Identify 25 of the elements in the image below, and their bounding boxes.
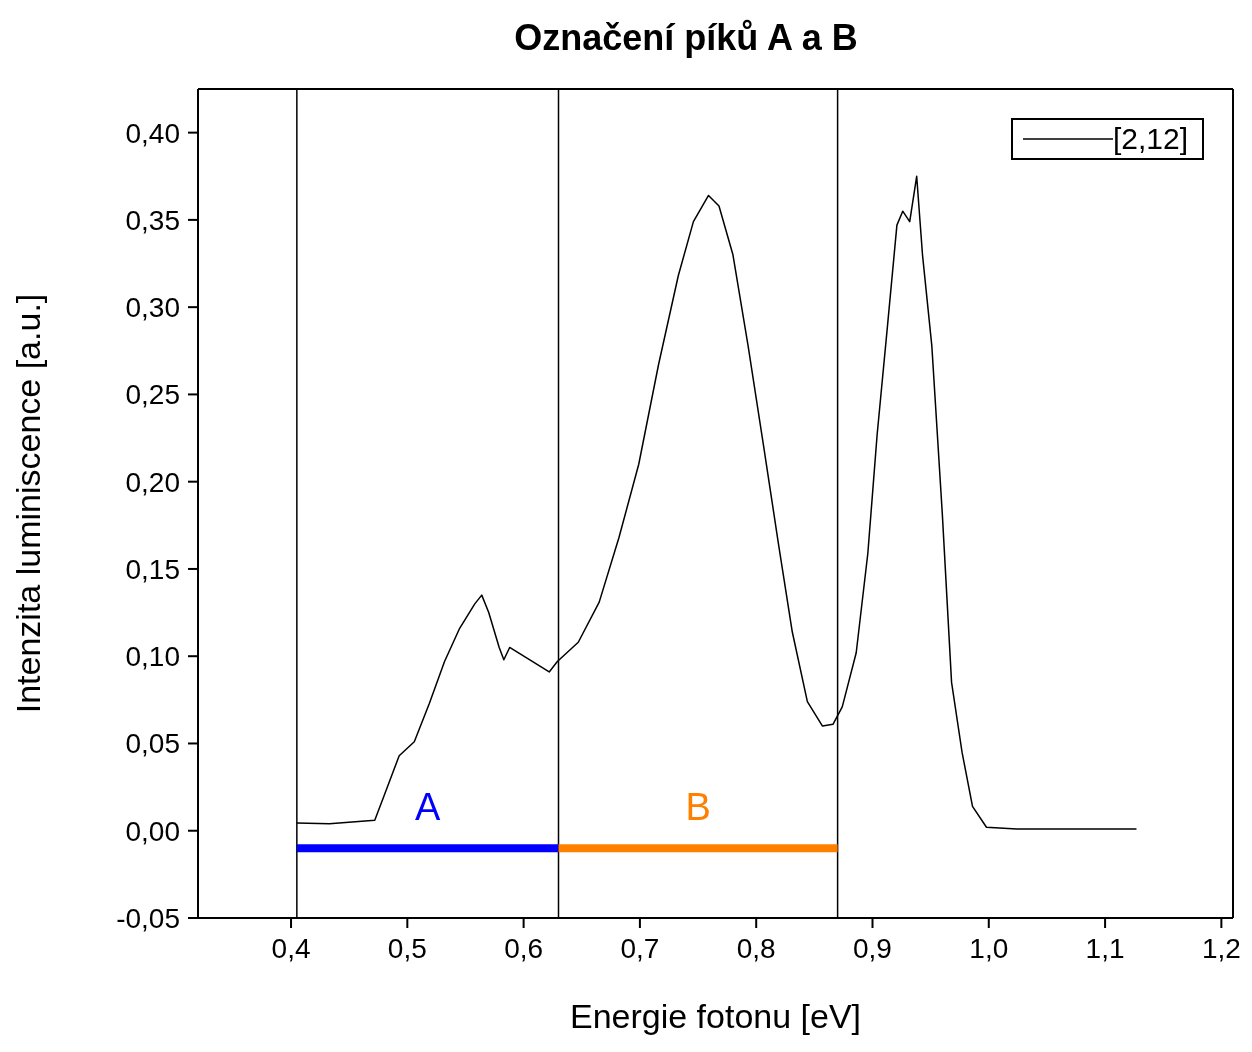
x-tick-label: 0,4 [271, 932, 311, 964]
series-label: A [415, 786, 442, 829]
y-tick-label: 0,25 [125, 379, 180, 411]
y-tick-label: 0,35 [125, 204, 180, 236]
x-tick-label: 0,6 [504, 932, 544, 964]
x-axis-title: Energie fotonu [eV] [569, 997, 862, 1035]
y-tick-label: 0,15 [125, 553, 180, 585]
y-tick-label: 0,05 [125, 728, 180, 760]
x-tick-label: 0,9 [853, 932, 892, 964]
series-label: B [685, 786, 711, 829]
x-tick-label: 0,5 [387, 932, 427, 964]
y-tick-label: 0,20 [125, 466, 180, 498]
x-tick-label: 1,0 [969, 932, 1009, 964]
x-tick-label: 1,2 [1201, 932, 1241, 964]
y-tick-label: 0,00 [125, 815, 180, 847]
y-axis-title: Intenzita luminiscence [a.u.] [9, 293, 48, 714]
y-tick-label: -0,05 [116, 902, 180, 934]
y-tick-label: 0,10 [125, 641, 180, 673]
y-tick-label: 0,40 [125, 117, 180, 149]
x-tick-label: 0,7 [620, 932, 660, 964]
legend-label: [2,12] [1112, 122, 1188, 156]
chart-title: Označení píků A a B [513, 16, 859, 60]
x-tick-label: 0,8 [736, 932, 776, 964]
x-tick-label: 1,1 [1085, 932, 1125, 964]
y-tick-label: 0,30 [125, 292, 180, 324]
